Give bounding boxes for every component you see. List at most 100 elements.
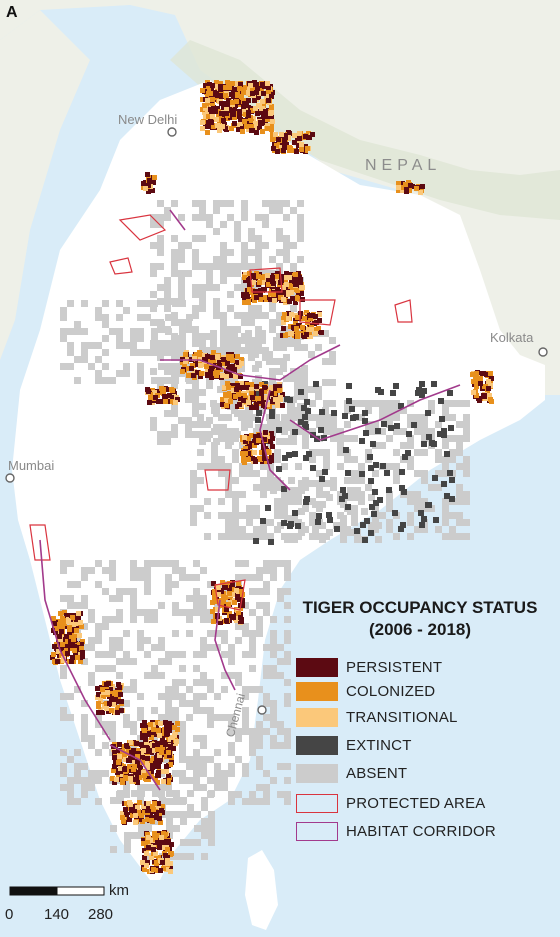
occupancy-cell (141, 770, 146, 775)
absent-cell (157, 326, 164, 333)
absent-cell (172, 349, 179, 356)
absent-cell (95, 777, 102, 784)
absent-cell (187, 790, 194, 797)
absent-cell (263, 609, 270, 616)
absent-cell (60, 363, 67, 370)
absent-cell (206, 277, 213, 284)
occupancy-cell (200, 126, 205, 131)
occupancy-cell (213, 91, 218, 96)
absent-cell (386, 407, 393, 414)
absent-cell (218, 428, 225, 435)
occupancy-cell (248, 83, 253, 88)
absent-cell (235, 623, 242, 630)
absent-cell (252, 351, 259, 358)
absent-cell (172, 602, 179, 609)
absent-cell (95, 665, 102, 672)
occupancy-cell (161, 866, 166, 871)
occupancy-cell (219, 114, 224, 119)
absent-cell (199, 403, 206, 410)
absent-cell (347, 508, 354, 515)
occupancy-cell (288, 284, 293, 289)
occupancy-cell (153, 776, 158, 781)
absent-cell (151, 672, 158, 679)
absent-cell (192, 382, 199, 389)
occupancy-cell (256, 109, 261, 114)
absent-cell (123, 651, 130, 658)
absent-cell (407, 442, 414, 449)
absent-cell (435, 470, 442, 477)
absent-cell (123, 370, 130, 377)
absent-cell (74, 686, 81, 693)
absent-cell (67, 328, 74, 335)
absent-cell (231, 330, 238, 337)
occupancy-cell (158, 757, 163, 762)
occupancy-cell (143, 737, 148, 742)
absent-cell (330, 484, 337, 491)
absent-cell (276, 333, 283, 340)
occupancy-cell (266, 277, 271, 282)
absent-cell (309, 449, 316, 456)
absent-cell (218, 512, 225, 519)
occupancy-cell (224, 398, 229, 403)
absent-cell (323, 533, 330, 540)
occupancy-cell (241, 104, 246, 109)
occupancy-cell (146, 845, 151, 850)
absent-cell (190, 512, 197, 519)
occupancy-cell (294, 326, 299, 331)
absent-cell (165, 349, 172, 356)
occupancy-cell (250, 456, 255, 461)
extinct-cell (303, 455, 309, 461)
absent-cell (171, 263, 178, 270)
absent-cell (322, 330, 329, 337)
occupancy-cell (112, 764, 117, 769)
absent-cell (130, 602, 137, 609)
absent-cell (190, 484, 197, 491)
absent-cell (287, 407, 294, 414)
occupancy-cell (251, 116, 256, 121)
occupancy-cell (489, 376, 494, 381)
absent-cell (249, 686, 256, 693)
occupancy-cell (159, 750, 164, 755)
occupancy-cell (239, 381, 244, 386)
absent-cell (263, 791, 270, 798)
occupancy-cell (484, 372, 489, 377)
occupancy-cell (219, 93, 224, 98)
absent-cell (248, 319, 255, 326)
absent-cell (88, 363, 95, 370)
absent-cell (428, 407, 435, 414)
absent-cell (178, 256, 185, 263)
absent-cell (221, 672, 228, 679)
occupancy-cell (123, 757, 128, 762)
absent-cell (206, 270, 213, 277)
absent-cell (442, 505, 449, 512)
absent-cell (227, 291, 234, 298)
protected-area-outline (299, 299, 336, 326)
occupancy-cell (287, 145, 292, 150)
absent-cell (298, 529, 305, 536)
absent-cell (249, 735, 256, 742)
absent-cell (241, 410, 248, 417)
occupancy-cell (241, 455, 246, 460)
occupancy-cell (403, 182, 408, 187)
absent-cell (235, 574, 242, 581)
absent-cell (207, 777, 214, 784)
absent-cell (102, 770, 109, 777)
protected-area-outline (214, 579, 246, 611)
extinct-cell (401, 489, 407, 495)
occupancy-cell (159, 808, 164, 813)
absent-cell (241, 214, 248, 221)
occupancy-cell (232, 600, 237, 605)
occupancy-cell (271, 292, 276, 297)
occupancy-cell (249, 405, 254, 410)
occupancy-cell (168, 861, 173, 866)
absent-cell (67, 595, 74, 602)
absent-cell (185, 326, 192, 333)
occupancy-cell (269, 114, 274, 119)
occupancy-cell (277, 283, 282, 288)
occupancy-cell (249, 391, 254, 396)
absent-cell (365, 407, 372, 414)
occupancy-cell (111, 768, 116, 773)
extinct-cell (265, 505, 271, 511)
absent-cell (211, 456, 218, 463)
absent-cell (242, 560, 249, 567)
